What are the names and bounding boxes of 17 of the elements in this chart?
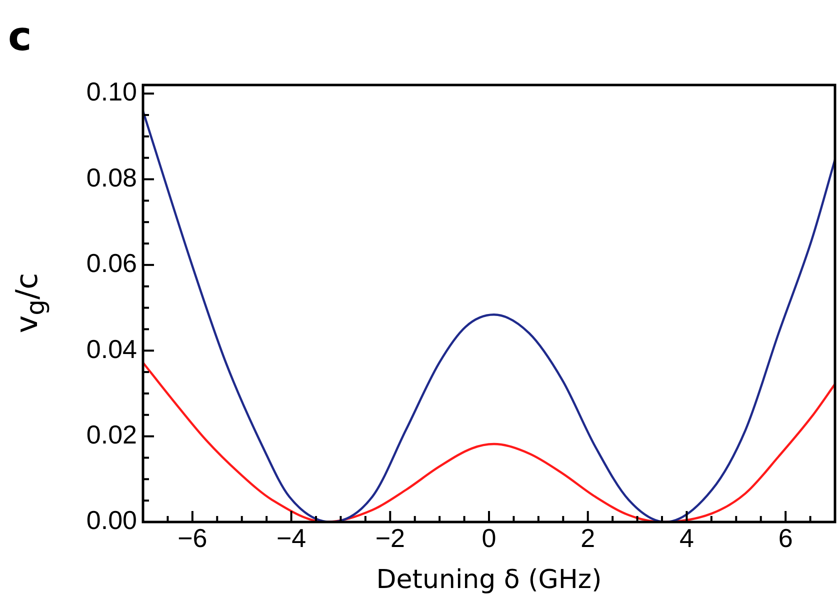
x-axis-title: Detuning δ (GHz) (376, 565, 602, 596)
x-tick-label: 6 (778, 522, 793, 553)
x-tick-label: 4 (679, 522, 694, 553)
line-series (143, 110, 835, 522)
x-tick-label: −2 (375, 522, 405, 553)
x-tick-label: −4 (276, 522, 306, 553)
y-tick-label: 0.10 (86, 76, 137, 107)
x-tick-label: 0 (482, 522, 496, 553)
y-tick-label: 0.04 (86, 334, 137, 364)
line-series (143, 362, 835, 522)
y-tick-label: 0.02 (86, 419, 137, 450)
x-tick-label: −6 (178, 522, 208, 553)
y-tick-label: 0.08 (86, 162, 137, 192)
text: c (8, 14, 32, 60)
y-tick-label: 0.00 (86, 505, 137, 536)
x-tick-label: 2 (580, 522, 596, 553)
y-tick-label: 0.06 (86, 248, 137, 278)
